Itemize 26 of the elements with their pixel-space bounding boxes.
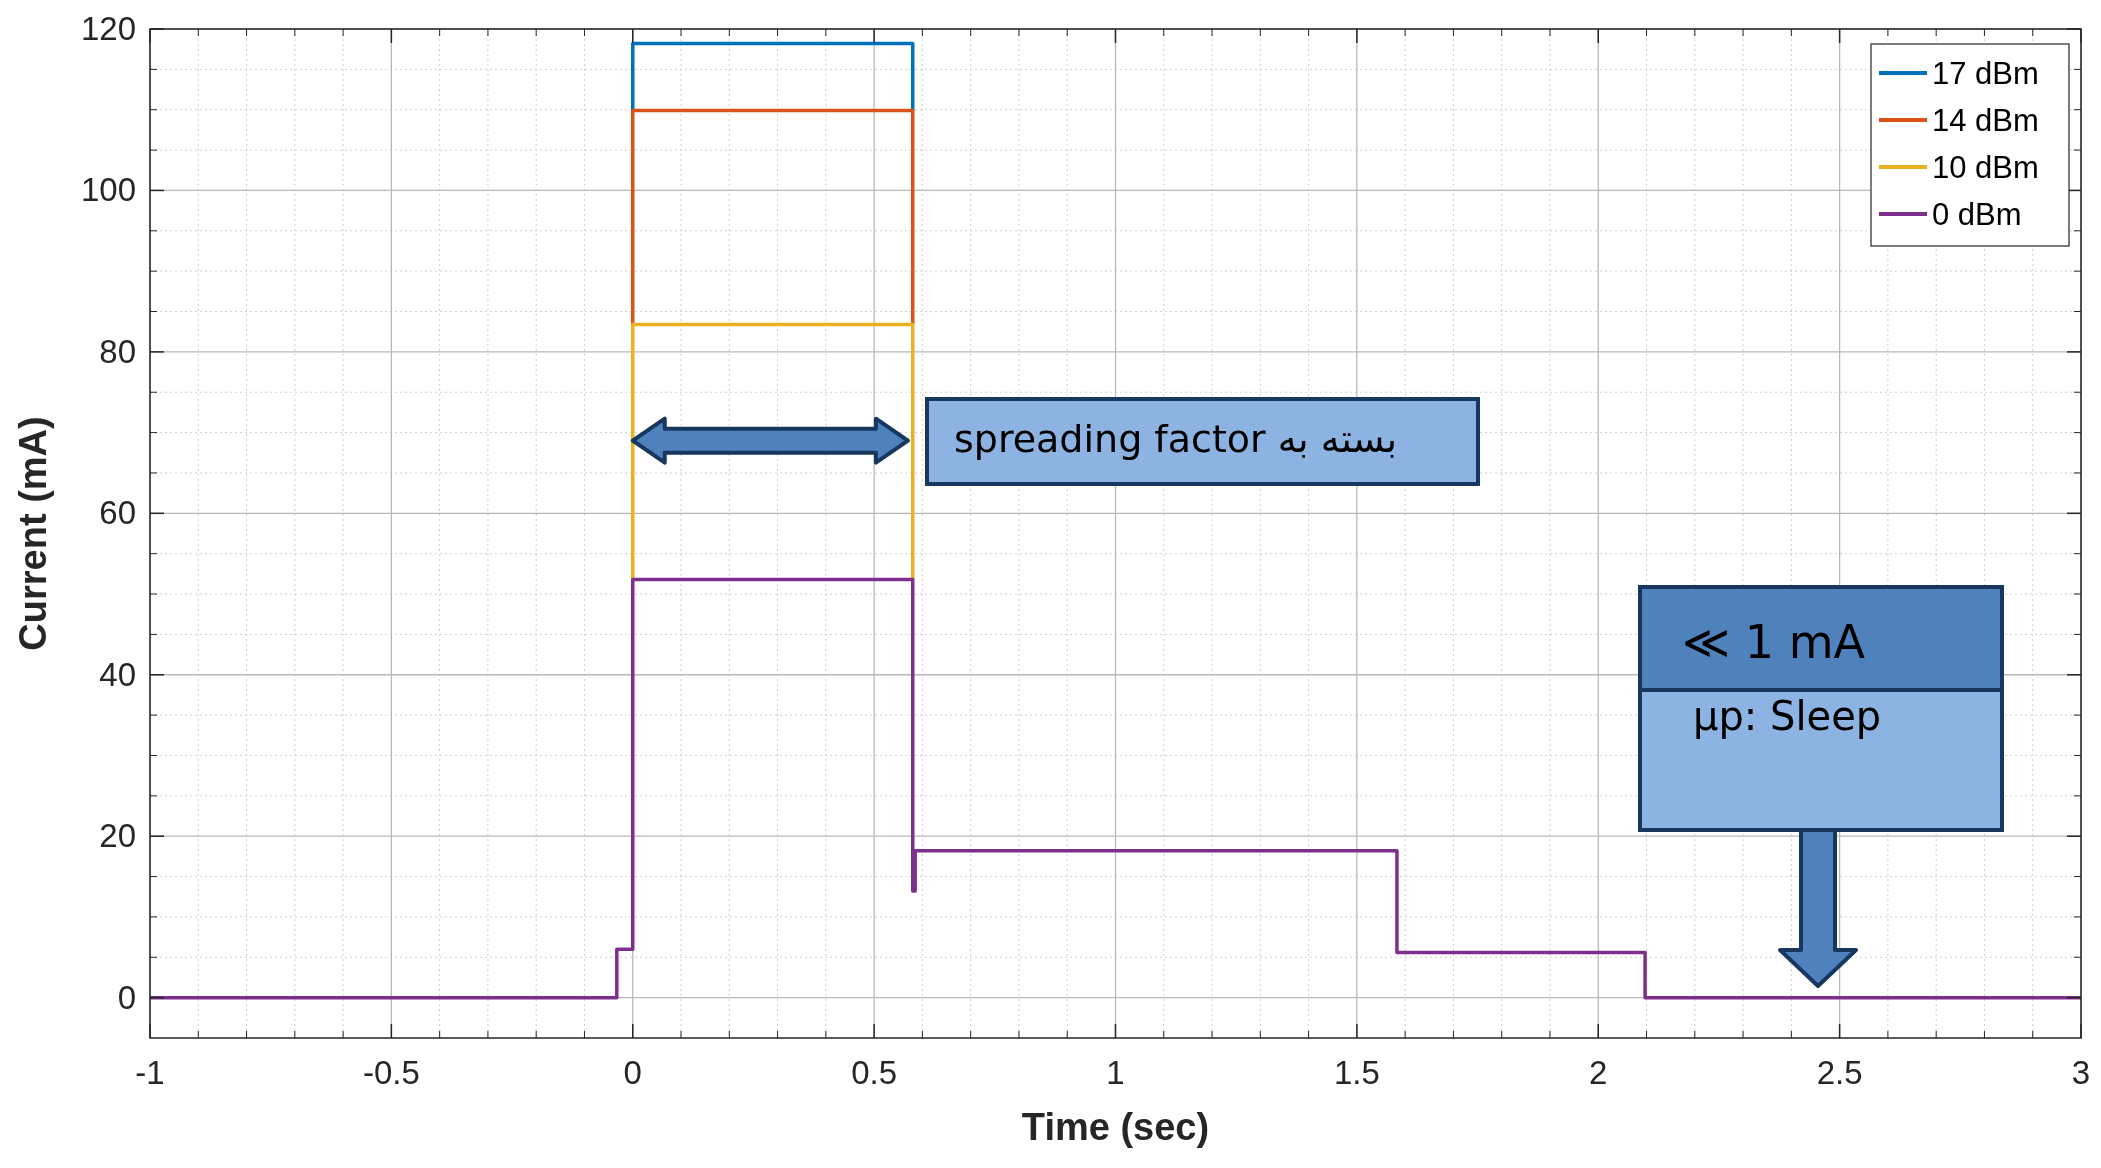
x-tick-label: -0.5 (362, 1054, 420, 1091)
annotation: ≪ 1 mA (1682, 615, 1866, 669)
x-tick-label: 1.5 (1333, 1054, 1380, 1091)
annotation: µp: Sleep (1693, 693, 1882, 739)
y-tick-label: 40 (99, 655, 136, 693)
y-tick-label: 20 (99, 817, 136, 855)
x-axis-title: Time (sec) (1021, 1106, 1210, 1148)
x-tick-label: 3 (2071, 1054, 2091, 1091)
legend-label: 17 dBm (1932, 56, 2039, 91)
y-tick-label: 80 (99, 332, 136, 370)
x-tick-label: 2.5 (1816, 1054, 1863, 1091)
x-tick-label: 1 (1106, 1054, 1125, 1091)
y-tick-label: 60 (99, 494, 136, 532)
legend-label: 10 dBm (1932, 150, 2039, 185)
y-tick-label: 120 (80, 10, 136, 47)
y-tick-label: 100 (80, 171, 136, 209)
legend-label: 0 dBm (1932, 197, 2022, 232)
y-tick-label: 0 (117, 978, 136, 1016)
legend-label: 14 dBm (1932, 103, 2039, 138)
line-series (148, 577, 2083, 1000)
x-tick-label: 2 (1589, 1054, 1608, 1091)
y-axis-title: Current (mA) (12, 416, 54, 651)
x-tick-label: -1 (135, 1054, 165, 1091)
annotation: spreading factor بسته به (954, 417, 1398, 461)
x-tick-label: 0.5 (851, 1054, 898, 1091)
x-tick-label: 0 (623, 1054, 642, 1091)
